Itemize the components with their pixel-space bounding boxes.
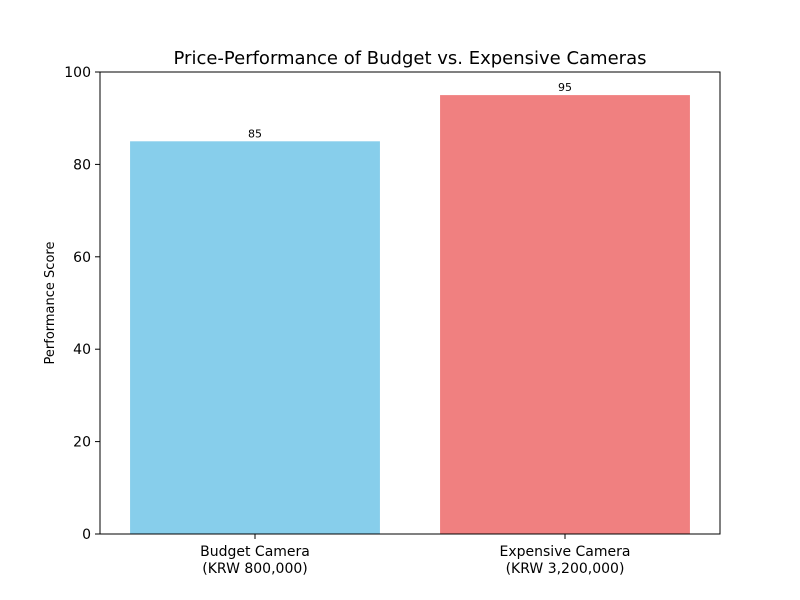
y-tick-label: 100 — [64, 65, 91, 81]
bar — [130, 141, 380, 535]
bar-value-label: 85 — [248, 127, 262, 140]
x-tick-label: Budget Camera — [200, 544, 310, 560]
y-tick-label: 60 — [73, 250, 91, 266]
bar-value-label: 95 — [558, 81, 572, 94]
bar — [440, 95, 690, 534]
y-tick-label: 40 — [73, 342, 91, 358]
y-tick-label: 80 — [73, 157, 91, 173]
chart-title: Price-Performance of Budget vs. Expensiv… — [174, 48, 647, 69]
x-tick-label: Expensive Camera — [500, 544, 631, 560]
x-tick-label: (KRW 3,200,000) — [506, 561, 625, 577]
axes-frame — [99, 71, 721, 535]
y-axis-label: Performance Score — [43, 242, 58, 365]
y-tick-label: 0 — [82, 527, 91, 543]
plot-area: 85 Budget Camera(KRW 800,000) 95 Expensive … — [64, 65, 721, 577]
x-tick-label: (KRW 800,000) — [202, 561, 307, 577]
y-tick-label: 20 — [73, 435, 91, 451]
